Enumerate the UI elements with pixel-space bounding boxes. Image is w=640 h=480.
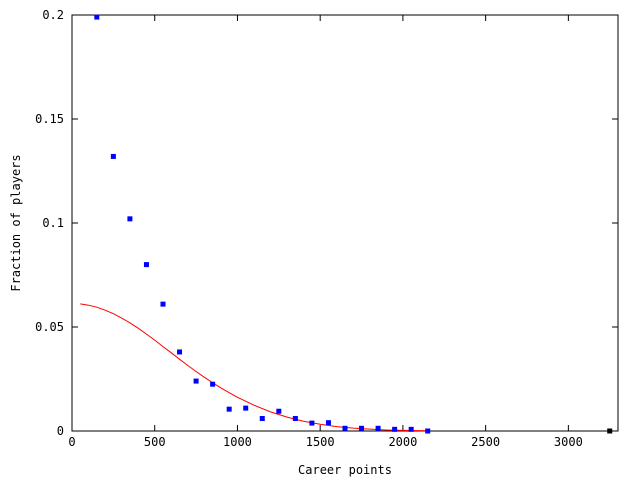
plot-frame xyxy=(71,14,619,432)
data-point xyxy=(193,378,199,384)
data-point xyxy=(259,416,265,422)
y-tick-label: 0 xyxy=(57,424,64,438)
data-point xyxy=(143,262,149,268)
data-point xyxy=(226,406,232,412)
scatter-series xyxy=(94,14,613,434)
fit-curve xyxy=(80,303,428,432)
data-point xyxy=(94,14,100,20)
data-point xyxy=(392,426,398,432)
y-tick-label: 0.15 xyxy=(35,112,64,126)
y-tick-label: 0.1 xyxy=(42,216,64,230)
y-tick-label: 0.2 xyxy=(42,8,64,22)
data-point xyxy=(127,216,133,222)
y-axis-label: Fraction of players xyxy=(9,154,23,291)
x-tick-labels: 0 500 1000 1500 2000 2500 3000 xyxy=(68,435,582,449)
x-tick-label: 2000 xyxy=(388,435,417,449)
x-tick-label: 1000 xyxy=(223,435,252,449)
data-point xyxy=(210,381,216,387)
y-tick-labels: 0 0.05 0.1 0.15 0.2 xyxy=(35,8,64,438)
y-tick-label: 0.05 xyxy=(35,320,64,334)
data-point xyxy=(243,405,249,411)
axis-ticks xyxy=(71,14,618,432)
data-point xyxy=(375,425,381,431)
data-point xyxy=(160,301,166,307)
data-point xyxy=(292,416,298,422)
data-point xyxy=(110,153,116,159)
data-point xyxy=(425,428,431,434)
data-point xyxy=(325,420,331,426)
x-axis-label: Career points xyxy=(298,463,392,477)
data-point xyxy=(607,428,613,434)
data-point xyxy=(309,420,315,426)
data-point xyxy=(276,408,282,414)
data-point xyxy=(177,349,183,355)
data-point xyxy=(408,426,414,432)
x-tick-label: 1500 xyxy=(306,435,335,449)
x-tick-label: 500 xyxy=(144,435,166,449)
fit-line-series xyxy=(80,303,428,432)
x-tick-label: 2500 xyxy=(471,435,500,449)
data-point xyxy=(359,425,365,431)
x-tick-label: 3000 xyxy=(554,435,583,449)
data-point xyxy=(342,425,348,431)
x-tick-label: 0 xyxy=(68,435,75,449)
